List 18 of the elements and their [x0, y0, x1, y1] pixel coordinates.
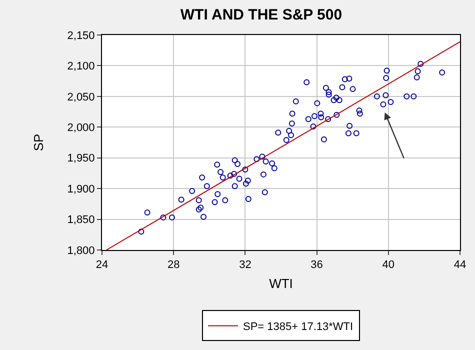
chart-title: WTI AND THE S&P 500: [180, 6, 342, 24]
y-tick-label: 2,150: [67, 30, 95, 42]
x-tick-label: 36: [310, 259, 323, 272]
x-tick-label: 44: [454, 259, 466, 272]
y-tick-label: 1,900: [67, 183, 95, 196]
y-tick-label: 2,000: [67, 122, 95, 134]
y-tick-label: 1,850: [67, 214, 95, 226]
x-tick-label: 28: [167, 259, 180, 272]
x-axis-title: WTI: [269, 276, 293, 291]
y-axis-title: SP: [31, 134, 46, 152]
y-tick-label: 1,800: [67, 244, 95, 257]
x-tick-label: 24: [96, 259, 108, 272]
legend-label: SP= 1385+ 17.13*WTI: [243, 320, 354, 333]
x-tick-label: 32: [239, 259, 252, 272]
y-tick-label: 1,950: [67, 152, 95, 165]
y-tick-label: 2,050: [67, 91, 95, 104]
y-tick-label: 2,100: [67, 60, 95, 73]
x-tick-label: 40: [382, 259, 395, 272]
